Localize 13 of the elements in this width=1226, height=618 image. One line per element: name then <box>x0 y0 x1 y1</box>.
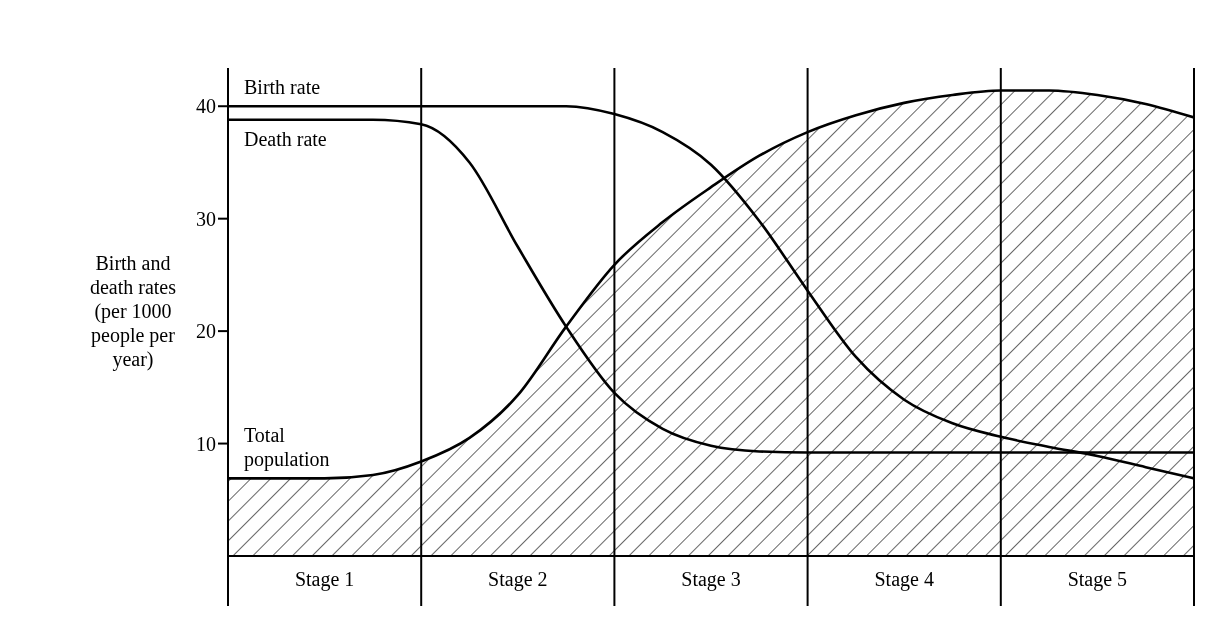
x-tick-label: Stage 3 <box>681 568 741 591</box>
x-tick-label: Stage 2 <box>488 568 548 591</box>
y-tick-label: 40 <box>196 95 216 118</box>
x-tick-label: Stage 4 <box>874 568 934 591</box>
y-tick-label: 20 <box>196 320 216 343</box>
y-tick-label: 30 <box>196 207 216 230</box>
series-label: Birth rate <box>244 76 321 99</box>
x-tick-label: Stage 1 <box>294 568 355 591</box>
series-label: Death rate <box>244 127 327 150</box>
x-tick-label: Stage 5 <box>1067 568 1128 591</box>
series-label: Total population <box>244 424 330 472</box>
y-axis-title: Birth and death rates (per 1000 people per year) <box>89 252 177 371</box>
y-tick-label: 10 <box>196 432 216 455</box>
